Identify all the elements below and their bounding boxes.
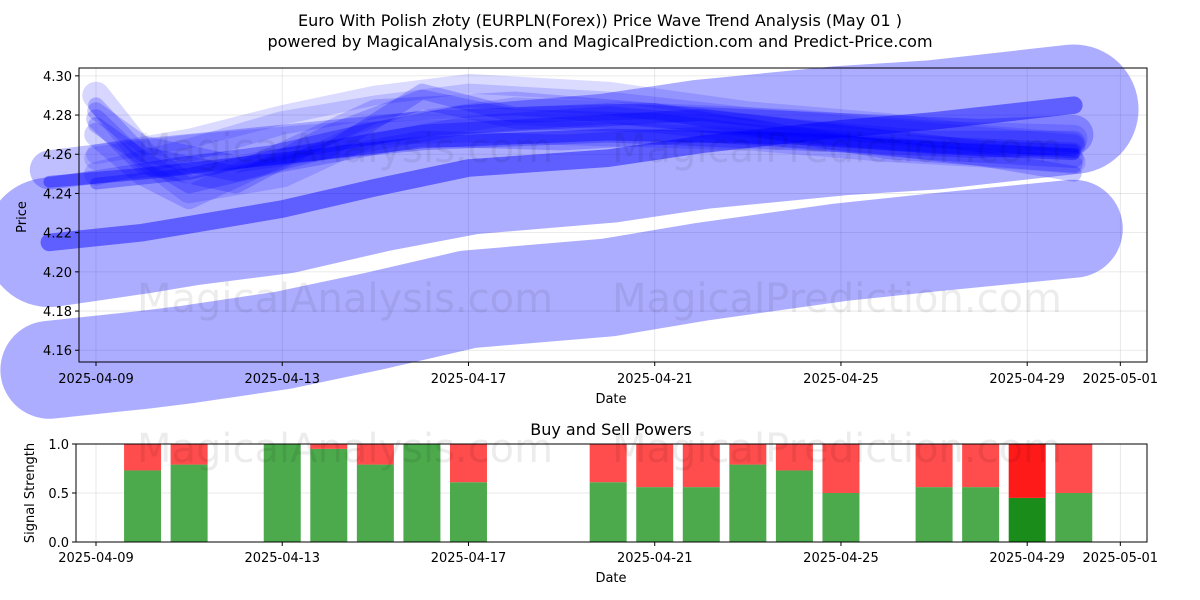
power-x-tick-label: 2025-04-13: [244, 551, 320, 566]
power-x-tick-label: 2025-04-21: [617, 551, 693, 566]
price-x-tick-label: 2025-04-21: [617, 372, 693, 387]
price-x-tick-label: 2025-04-09: [58, 372, 134, 387]
watermark-prediction-bottom: MagicalPrediction.com: [612, 426, 1062, 472]
price-x-tick-label: 2025-04-13: [244, 372, 320, 387]
price-wave-band-11: [86, 73, 1084, 164]
power-chart-title: Buy and Sell Powers: [530, 420, 692, 439]
price-x-tick-label: 2025-04-25: [803, 372, 879, 387]
price-wave-band-13: [88, 116, 1082, 194]
price-x-tick-label: 2025-04-17: [431, 372, 507, 387]
buy-power-bar: [1055, 493, 1093, 542]
price-wave-band-5: [29, 103, 1094, 190]
watermark-analysis-top: MagicalAnalysis.com: [137, 126, 553, 172]
sell-power-bar: [589, 444, 627, 483]
power-x-label: Date: [595, 571, 626, 586]
price-grid: [79, 68, 1147, 362]
power-x-tick-label: 2025-04-09: [58, 551, 134, 566]
price-x-tick-label: 2025-05-01: [1083, 372, 1159, 387]
power-x-tick-label: 2025-04-29: [989, 551, 1065, 566]
sell-power-bar: [356, 444, 394, 465]
buy-power-bar: [682, 487, 720, 542]
price-wave-band-9: [82, 81, 1088, 204]
buy-power-bar: [170, 464, 208, 542]
buy-power-bar: [449, 482, 487, 542]
power-x-tick-label: 2025-04-17: [431, 551, 507, 566]
power-y-label: Signal Strength: [23, 443, 38, 543]
price-bands: [0, 44, 1139, 419]
sell-power-bar: [729, 444, 767, 465]
buy-power-bar: [589, 482, 627, 542]
price-wave-band-1: [0, 179, 1123, 419]
buy-power-bar: [822, 493, 860, 542]
buy-power-bar: [915, 487, 953, 542]
watermark-prediction-mid: MagicalPrediction.com: [612, 276, 1062, 322]
sell-power-bar: [636, 444, 674, 488]
price-y-tick-label: 4.24: [43, 187, 72, 202]
power-x-tick-label: 2025-05-01: [1083, 551, 1159, 566]
price-y-tick-label: 4.26: [43, 148, 72, 163]
buy-power-bar: [1008, 497, 1046, 542]
price-wave-band-8: [84, 91, 1086, 210]
power-x-ticks: 2025-04-09 2025-04-13 2025-04-17 2025-04-21…: [58, 542, 1158, 566]
buy-power-bar: [403, 444, 441, 542]
sell-power-bar: [822, 444, 860, 493]
price-wave-band-6: [88, 83, 1082, 182]
sell-power-bar: [682, 444, 720, 488]
sell-power-bar: [449, 444, 487, 483]
price-y-tick-label: 4.18: [43, 305, 72, 320]
sell-power-bar: [775, 444, 813, 471]
buy-power-bar: [775, 470, 813, 542]
power-y-ticks: 0.0 0.5 1.0: [48, 438, 76, 551]
sell-power-bar: [170, 444, 208, 465]
watermark-prediction-top: MagicalPrediction.com: [612, 126, 1062, 172]
price-y-tick-label: 4.20: [43, 266, 72, 281]
buy-power-bar: [962, 487, 1000, 542]
power-y-tick-label: 0.0: [48, 536, 69, 551]
buy-power-bar: [310, 448, 348, 542]
price-wave-band-14: [90, 109, 1080, 190]
chart-title: Euro With Polish złoty (EURPLN(Forex)) P…: [298, 11, 902, 30]
watermark-analysis-mid: MagicalAnalysis.com: [137, 276, 553, 322]
buy-power-bar: [729, 464, 767, 542]
price-wave-band-10: [84, 83, 1086, 186]
buy-power-bar: [263, 444, 301, 542]
price-plot-area: [79, 68, 1147, 362]
price-wave-band-2: [0, 44, 1139, 308]
price-y-label: Price: [15, 201, 30, 233]
price-wave-band-12: [87, 102, 1083, 173]
chart-subtitle: powered by MagicalAnalysis.com and Magic…: [267, 32, 932, 51]
price-wave-band-7: [86, 89, 1084, 194]
sell-power-bar: [124, 444, 162, 471]
price-y-tick-label: 4.28: [43, 109, 72, 124]
price-y-tick-label: 4.22: [43, 227, 72, 242]
watermark-analysis-bottom: MagicalAnalysis.com: [137, 426, 553, 472]
buy-power-bar: [356, 464, 394, 542]
price-wave-band-15: [84, 118, 1086, 174]
buy-power-bar: [124, 470, 162, 542]
buy-power-bar: [636, 487, 674, 542]
price-y-ticks: 4.16 4.18 4.20 4.22 4.24 4.26 4.28 4.30: [43, 70, 79, 359]
sell-power-bar: [1008, 444, 1046, 498]
power-x-tick-label: 2025-04-25: [803, 551, 879, 566]
price-x-ticks: 2025-04-09 2025-04-13 2025-04-17 2025-04-21…: [58, 362, 1158, 387]
sell-power-bar: [310, 444, 348, 449]
power-y-tick-label: 0.5: [48, 487, 69, 502]
sell-power-bar: [962, 444, 1000, 488]
price-wave-band-4: [43, 128, 1080, 188]
price-y-tick-label: 4.16: [43, 344, 72, 359]
price-x-label: Date: [595, 392, 626, 407]
power-panel: Buy and Sell Powers MagicalAnalysis.com …: [23, 420, 1158, 586]
power-y-tick-label: 1.0: [48, 438, 69, 453]
price-wave-band-3: [40, 96, 1083, 252]
sell-power-bar: [915, 444, 953, 488]
price-panel: MagicalAnalysis.com MagicalPrediction.co…: [0, 44, 1158, 419]
price-x-tick-label: 2025-04-29: [989, 372, 1065, 387]
price-y-tick-label: 4.30: [43, 70, 72, 85]
price-plot-frame: [78, 67, 1148, 363]
power-bars: [124, 444, 1093, 542]
sell-power-bar: [1055, 444, 1093, 493]
